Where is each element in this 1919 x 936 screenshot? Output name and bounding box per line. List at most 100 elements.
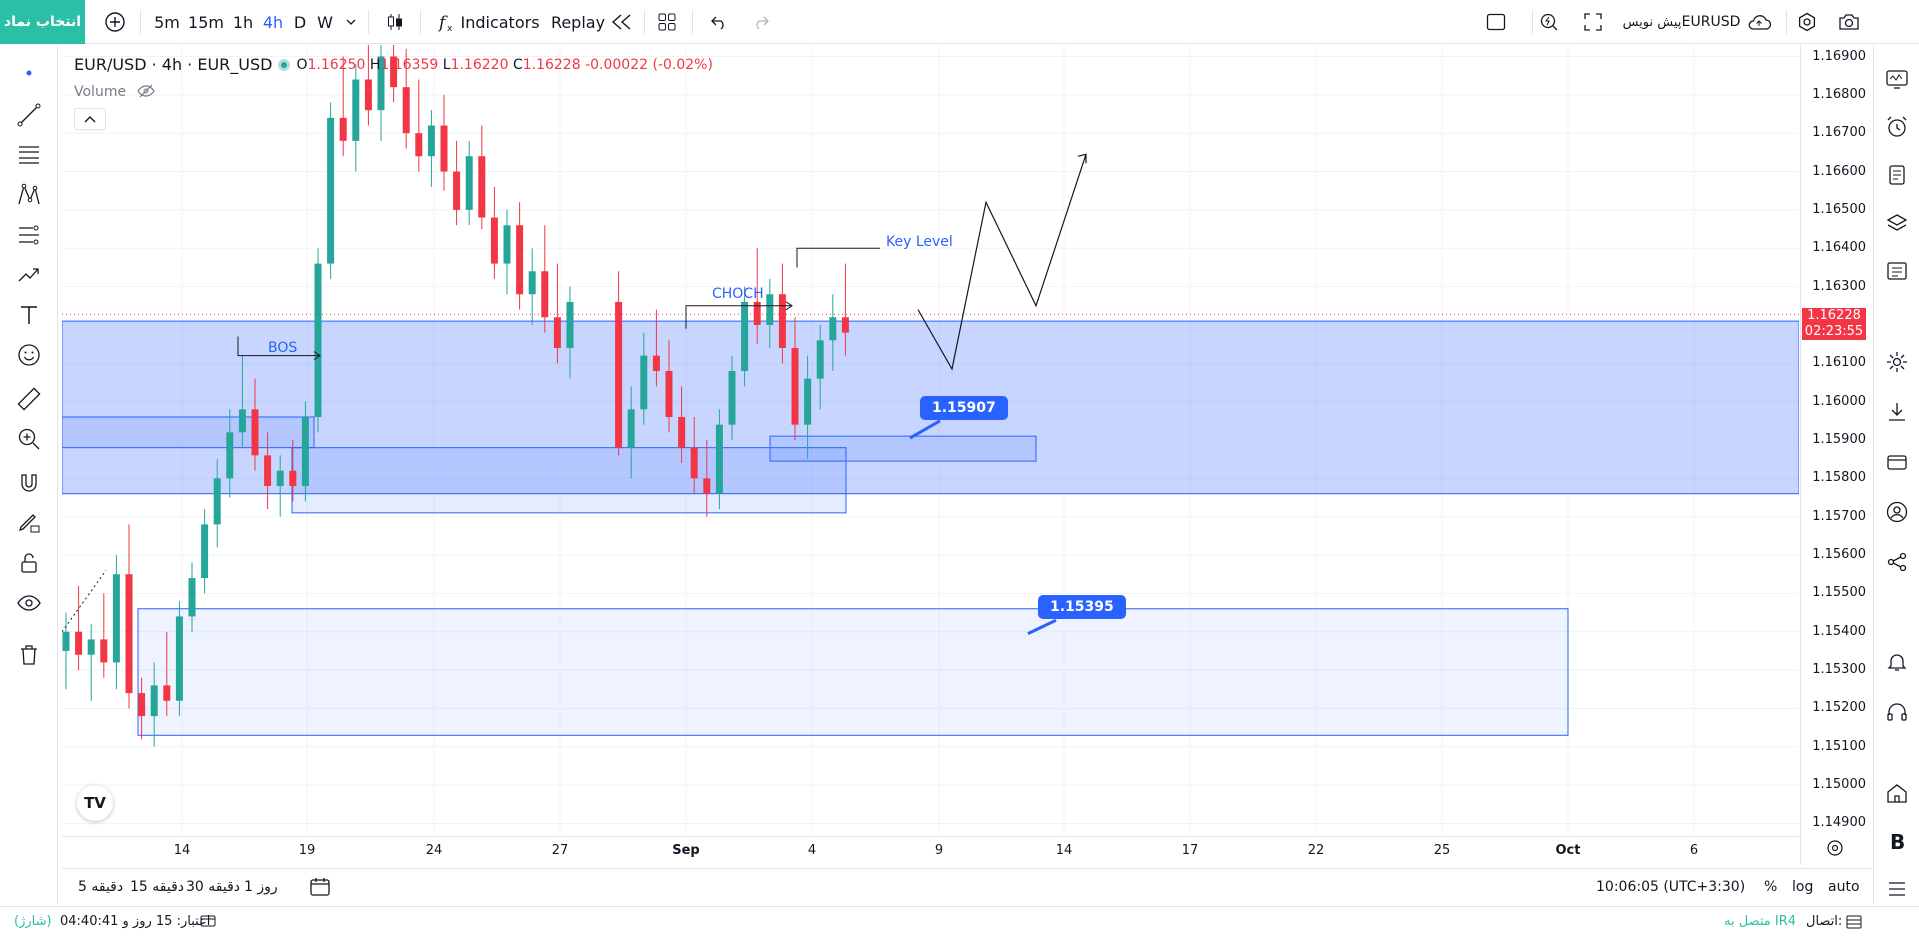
price-tick: 1.15100 <box>1812 738 1866 754</box>
chevron-up-icon <box>84 116 96 123</box>
redo-button[interactable] <box>746 0 776 44</box>
home-button[interactable] <box>1880 776 1914 810</box>
time-tick: 24 <box>425 843 443 858</box>
menu-button[interactable] <box>1880 872 1914 906</box>
remove-drawings-tool[interactable] <box>12 638 46 672</box>
candle-body <box>453 171 461 210</box>
interval-15m[interactable]: 15m <box>188 12 224 32</box>
candle-body <box>301 416 309 487</box>
ruler-tool[interactable] <box>12 382 46 416</box>
sidebar-settings-button[interactable] <box>1880 345 1914 379</box>
zoom-tool[interactable] <box>12 422 46 456</box>
interval-4h[interactable]: 4h <box>262 12 284 32</box>
trend-line-tool[interactable] <box>12 98 46 132</box>
price-tick: 1.16800 <box>1812 86 1866 102</box>
undo-button[interactable] <box>704 0 734 44</box>
chart-type-button[interactable] <box>380 0 410 44</box>
low-label: L <box>442 56 451 73</box>
watchlist-button[interactable] <box>1880 62 1914 96</box>
time-tick: 19 <box>298 843 316 858</box>
pattern-tool[interactable] <box>12 178 46 212</box>
emoji-tool[interactable] <box>12 338 46 372</box>
legend-symbol-title[interactable]: EUR/USD · 4h · EUR_USD <box>74 55 273 74</box>
collapse-legend-button[interactable] <box>74 108 106 130</box>
eye-icon <box>17 595 41 611</box>
crosshair-tool[interactable] <box>12 56 46 90</box>
screenshot-button[interactable] <box>1834 0 1864 44</box>
news-button[interactable] <box>1880 254 1914 288</box>
text-tool[interactable] <box>12 298 46 332</box>
interval-1h[interactable]: 1h <box>232 12 254 32</box>
notepad-icon <box>1889 165 1905 185</box>
volume-indicator-label[interactable]: Volume <box>74 84 155 100</box>
notes-button[interactable] <box>1880 158 1914 192</box>
share-button[interactable] <box>1880 545 1914 579</box>
fullscreen-box-button[interactable] <box>1482 0 1510 44</box>
publish-label[interactable]: پیش نویس <box>1622 14 1682 30</box>
share-icon <box>1887 552 1907 572</box>
time-axis-settings[interactable] <box>1826 839 1844 861</box>
tradingview-logo[interactable]: TV <box>77 785 113 821</box>
time-axis[interactable]: 14 19 24 27 Sep 4 9 14 17 22 25 Oct 6 <box>62 836 1799 862</box>
fib-tool[interactable] <box>12 138 46 172</box>
profile-button[interactable] <box>1880 495 1914 529</box>
toolbar-divider <box>1532 10 1533 34</box>
download-button[interactable] <box>1880 395 1914 429</box>
choch-label[interactable]: CHOCH <box>712 286 764 302</box>
hidden-eye-icon[interactable] <box>136 84 155 98</box>
percent-toggle[interactable]: % <box>1764 879 1778 895</box>
broker-button[interactable]: B <box>1880 824 1914 858</box>
cloud-save-button[interactable] <box>1744 0 1774 44</box>
notifications-button[interactable] <box>1880 645 1914 679</box>
range-30m[interactable]: 30 دقیقه <box>186 879 241 895</box>
key-level-label[interactable]: Key Level <box>886 234 953 250</box>
layout-button[interactable] <box>652 0 682 44</box>
interval-d[interactable]: D <box>293 12 307 32</box>
forecast-tool[interactable] <box>12 218 46 252</box>
alerts-button[interactable] <box>1880 110 1914 144</box>
log-toggle[interactable]: log <box>1792 879 1814 895</box>
range-15m[interactable]: 15 دقیقه <box>130 879 185 895</box>
price-axis[interactable]: 1.16900 1.16800 1.16700 1.16600 1.16500 1.164… <box>1800 45 1872 865</box>
symbol-search-button[interactable]: انتخاب نماد <box>0 0 85 44</box>
price-label-lower[interactable]: 1.15395 <box>1038 595 1126 619</box>
layers-button[interactable] <box>1880 206 1914 240</box>
quick-search-button[interactable] <box>1534 0 1564 44</box>
interval-5m[interactable]: 5m <box>154 12 180 32</box>
clock[interactable]: 10:06:05 (UTC+3:30) <box>1596 879 1746 895</box>
charge-link[interactable]: (شارژ) <box>14 914 52 929</box>
price-tick: 1.16700 <box>1812 125 1866 141</box>
drawing-mode-tool[interactable] <box>12 506 46 540</box>
price-label-upper[interactable]: 1.15907 <box>920 396 1008 420</box>
visibility-tool[interactable] <box>12 586 46 620</box>
support-button[interactable] <box>1880 695 1914 729</box>
connection-status[interactable]: متصل به IR4 <box>1724 914 1797 929</box>
connection-label: اتصال: <box>1806 914 1843 929</box>
candle-body <box>715 424 723 494</box>
ruler-icon <box>17 387 41 411</box>
lock-tool[interactable] <box>12 546 46 580</box>
bos-label[interactable]: BOS <box>268 340 298 356</box>
interval-dropdown[interactable] <box>342 0 360 44</box>
range-1d[interactable]: 1 روز <box>244 879 278 895</box>
interval-w[interactable]: W <box>317 12 333 32</box>
add-symbol-button[interactable] <box>100 0 130 44</box>
candle-body <box>516 225 524 295</box>
symbol-label[interactable]: EURUSD <box>1681 14 1741 30</box>
indicators-button[interactable]: Indicators <box>460 12 540 32</box>
auto-toggle[interactable]: auto <box>1828 879 1860 895</box>
replay-icon-wrap[interactable] <box>608 0 636 44</box>
candle-body <box>201 524 209 579</box>
range-5m[interactable]: 5 دقیقه <box>78 879 124 895</box>
chart-pane[interactable] <box>62 45 1799 865</box>
replay-button[interactable]: Replay <box>550 12 606 32</box>
fullscreen-button[interactable] <box>1578 0 1608 44</box>
card-icon <box>1887 455 1907 470</box>
magnet-tool[interactable] <box>12 466 46 500</box>
wallet-button[interactable] <box>1880 445 1914 479</box>
price-tick: 1.15900 <box>1812 432 1866 447</box>
date-range-button[interactable] <box>308 876 332 902</box>
settings-button[interactable] <box>1792 0 1822 44</box>
brush-tool[interactable] <box>12 258 46 292</box>
